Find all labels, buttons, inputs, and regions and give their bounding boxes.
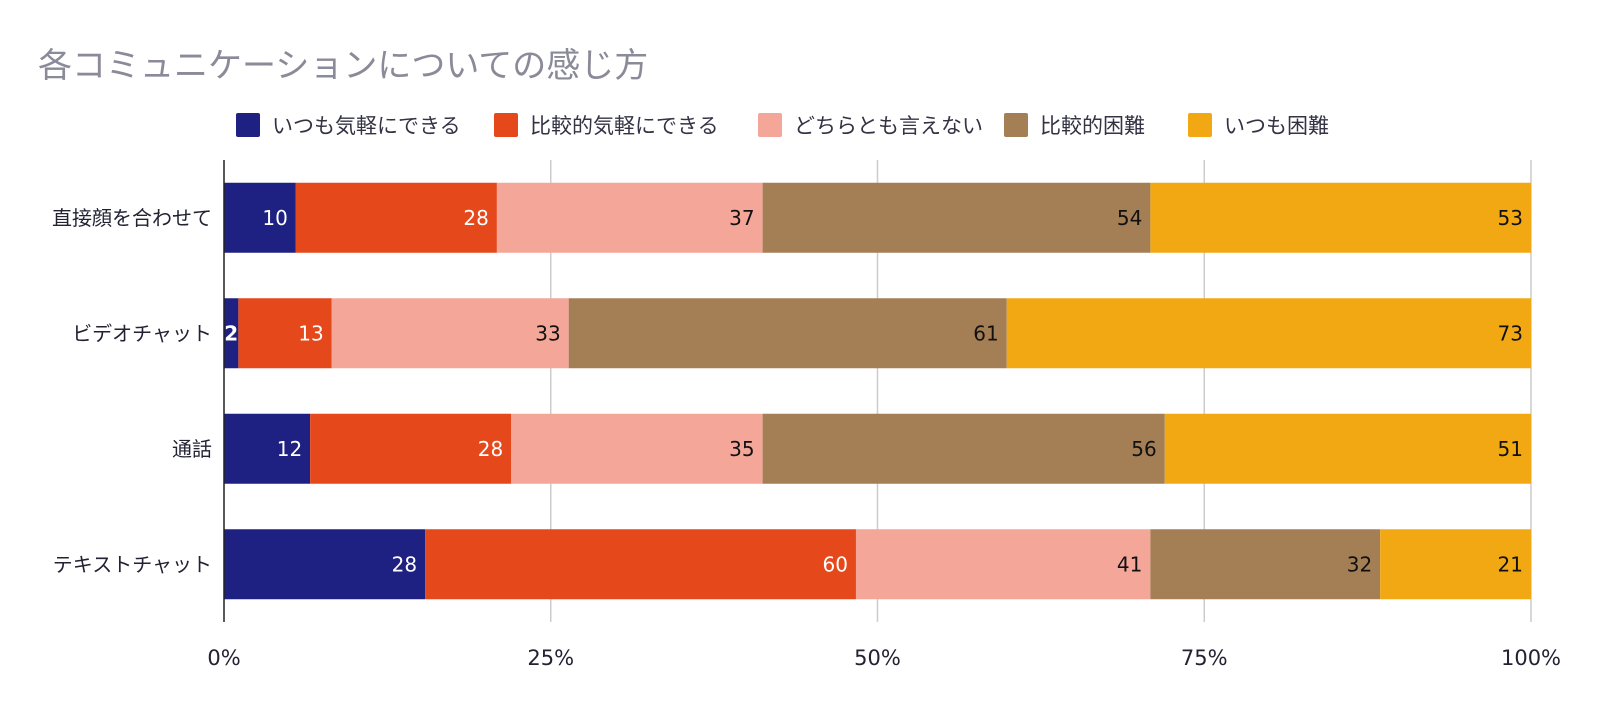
legend-item[interactable]: 比較的気軽にできる [494, 110, 719, 140]
x-tick-label: 50% [854, 646, 901, 670]
category-label: 直接顔を合わせて [52, 206, 212, 230]
data-label: 28 [478, 437, 503, 461]
legend-swatch [494, 113, 518, 137]
legend-swatch [236, 113, 260, 137]
data-label: 33 [535, 321, 560, 345]
legend-label: 比較的気軽にできる [530, 114, 719, 138]
chart-title: 各コミュニケーションについての感じ方 [38, 46, 649, 86]
x-tick-label: 75% [1181, 646, 1228, 670]
bar-segment [238, 298, 332, 369]
bar-segment [1150, 182, 1531, 253]
data-label: 10 [262, 206, 287, 230]
data-label: 28 [392, 552, 417, 576]
data-label: 41 [1117, 552, 1142, 576]
bar-segment [511, 413, 763, 484]
legend-label: どちらとも言えない [794, 114, 983, 138]
legend-item[interactable]: いつも気軽にできる [236, 110, 461, 140]
bar-segment [331, 298, 569, 369]
legend-swatch [1004, 113, 1028, 137]
bar-segment [224, 182, 296, 253]
data-label: 54 [1117, 206, 1142, 230]
legend-label: いつも気軽にできる [272, 114, 461, 138]
legend-label: いつも困難 [1224, 114, 1329, 138]
bar-segment [1006, 298, 1531, 369]
legend-swatch [1188, 113, 1212, 137]
data-label: 28 [463, 206, 488, 230]
bar-segment [762, 182, 1151, 253]
data-label: 60 [823, 552, 848, 576]
data-label: 56 [1131, 437, 1156, 461]
bar-segment [855, 529, 1151, 600]
data-label: 53 [1498, 206, 1523, 230]
data-label: 12 [277, 437, 302, 461]
x-tick-label: 25% [527, 646, 574, 670]
bar-segment [425, 529, 856, 600]
bar-segment [762, 413, 1165, 484]
legend-swatch [758, 113, 782, 137]
legend-item[interactable]: 比較的困難 [1004, 110, 1145, 140]
bar-segment [224, 298, 239, 369]
legend-item[interactable]: どちらとも言えない [758, 110, 983, 140]
legend: いつも気軽にできる 比較的気軽にできる どちらとも言えない 比較的困難 いつも困… [0, 110, 1600, 140]
bar-segment [1164, 413, 1531, 484]
category-label: 通話 [172, 437, 212, 461]
data-label: 32 [1347, 552, 1372, 576]
legend-label: 比較的困難 [1040, 114, 1145, 138]
bar-segment [568, 298, 1007, 369]
bar-segment [496, 182, 763, 253]
bar-segment [295, 182, 497, 253]
category-label: ビデオチャット [72, 321, 212, 345]
category-label: テキストチャット [53, 552, 212, 576]
data-label: 35 [729, 437, 754, 461]
bar-segment [1150, 529, 1381, 600]
bar-segment [224, 529, 426, 600]
bar-segment [1380, 529, 1531, 600]
data-label: 21 [1498, 552, 1523, 576]
data-label: 13 [298, 321, 323, 345]
data-label: 2 [224, 321, 238, 345]
x-tick-label: 100% [1501, 646, 1561, 670]
data-label: 61 [973, 321, 998, 345]
bar-segment [310, 413, 512, 484]
data-label: 37 [729, 206, 754, 230]
data-label: 73 [1498, 321, 1523, 345]
legend-item[interactable]: いつも困難 [1188, 110, 1329, 140]
bar-segment [224, 413, 311, 484]
x-tick-label: 0% [207, 646, 240, 670]
data-label: 51 [1498, 437, 1523, 461]
